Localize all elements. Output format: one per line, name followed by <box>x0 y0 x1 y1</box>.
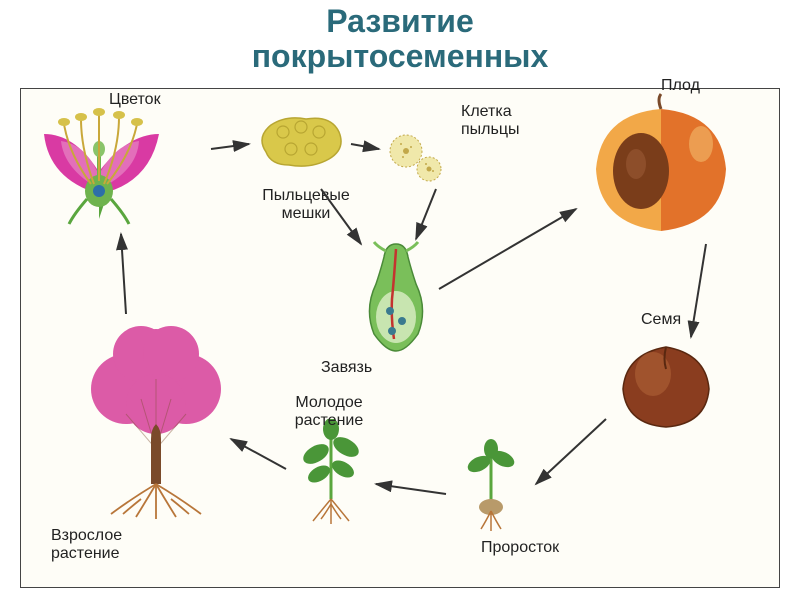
label-sprout: Проросток <box>481 539 559 557</box>
label-flower: Цветок <box>109 91 161 109</box>
node-adult-plant <box>71 319 241 519</box>
diagram-frame: Цветок Пыльцевые мешки Клетка пыл <box>20 88 780 588</box>
node-young-plant <box>291 419 371 529</box>
label-pollen-sacs-l2: мешки <box>282 205 331 222</box>
label-pollen-sacs-l1: Пыльцевые <box>262 187 349 204</box>
pollen-cell-icon <box>381 129 451 189</box>
node-pollen-sacs <box>251 107 351 177</box>
label-pollen-cell-l1: Клетка <box>461 103 512 120</box>
node-seed <box>611 339 721 434</box>
label-fruit: Плод <box>661 77 700 95</box>
label-pollen-cell-l2: пыльцы <box>461 121 520 138</box>
label-pollen-cell: Клетка пыльцы <box>461 103 520 139</box>
label-pollen-sacs: Пыльцевые мешки <box>251 187 361 223</box>
label-seed: Семя <box>641 311 681 329</box>
tree-icon <box>71 319 241 519</box>
label-young-plant-l2: растение <box>295 412 364 429</box>
label-young-plant: Молодое растение <box>269 394 389 430</box>
node-flower <box>39 99 209 229</box>
node-sprout <box>451 439 531 534</box>
pollen-sacs-icon <box>251 107 351 177</box>
young-plant-icon <box>291 419 371 529</box>
seed-icon <box>611 339 721 434</box>
flower-icon <box>39 99 209 229</box>
fruit-icon <box>581 89 741 239</box>
label-adult-plant-l1: Взрослое <box>51 527 122 544</box>
node-pollen-cell <box>381 129 451 189</box>
node-ovary <box>356 239 436 354</box>
title-line2: покрытосеменных <box>252 38 549 74</box>
label-young-plant-l1: Молодое <box>295 394 362 411</box>
sprout-icon <box>451 439 531 534</box>
node-fruit <box>581 89 741 239</box>
label-adult-plant: Взрослое растение <box>51 527 122 563</box>
label-adult-plant-l2: растение <box>51 545 120 562</box>
ovary-icon <box>356 239 436 354</box>
title-line1: Развитие <box>326 3 474 39</box>
label-ovary: Завязь <box>321 359 372 377</box>
